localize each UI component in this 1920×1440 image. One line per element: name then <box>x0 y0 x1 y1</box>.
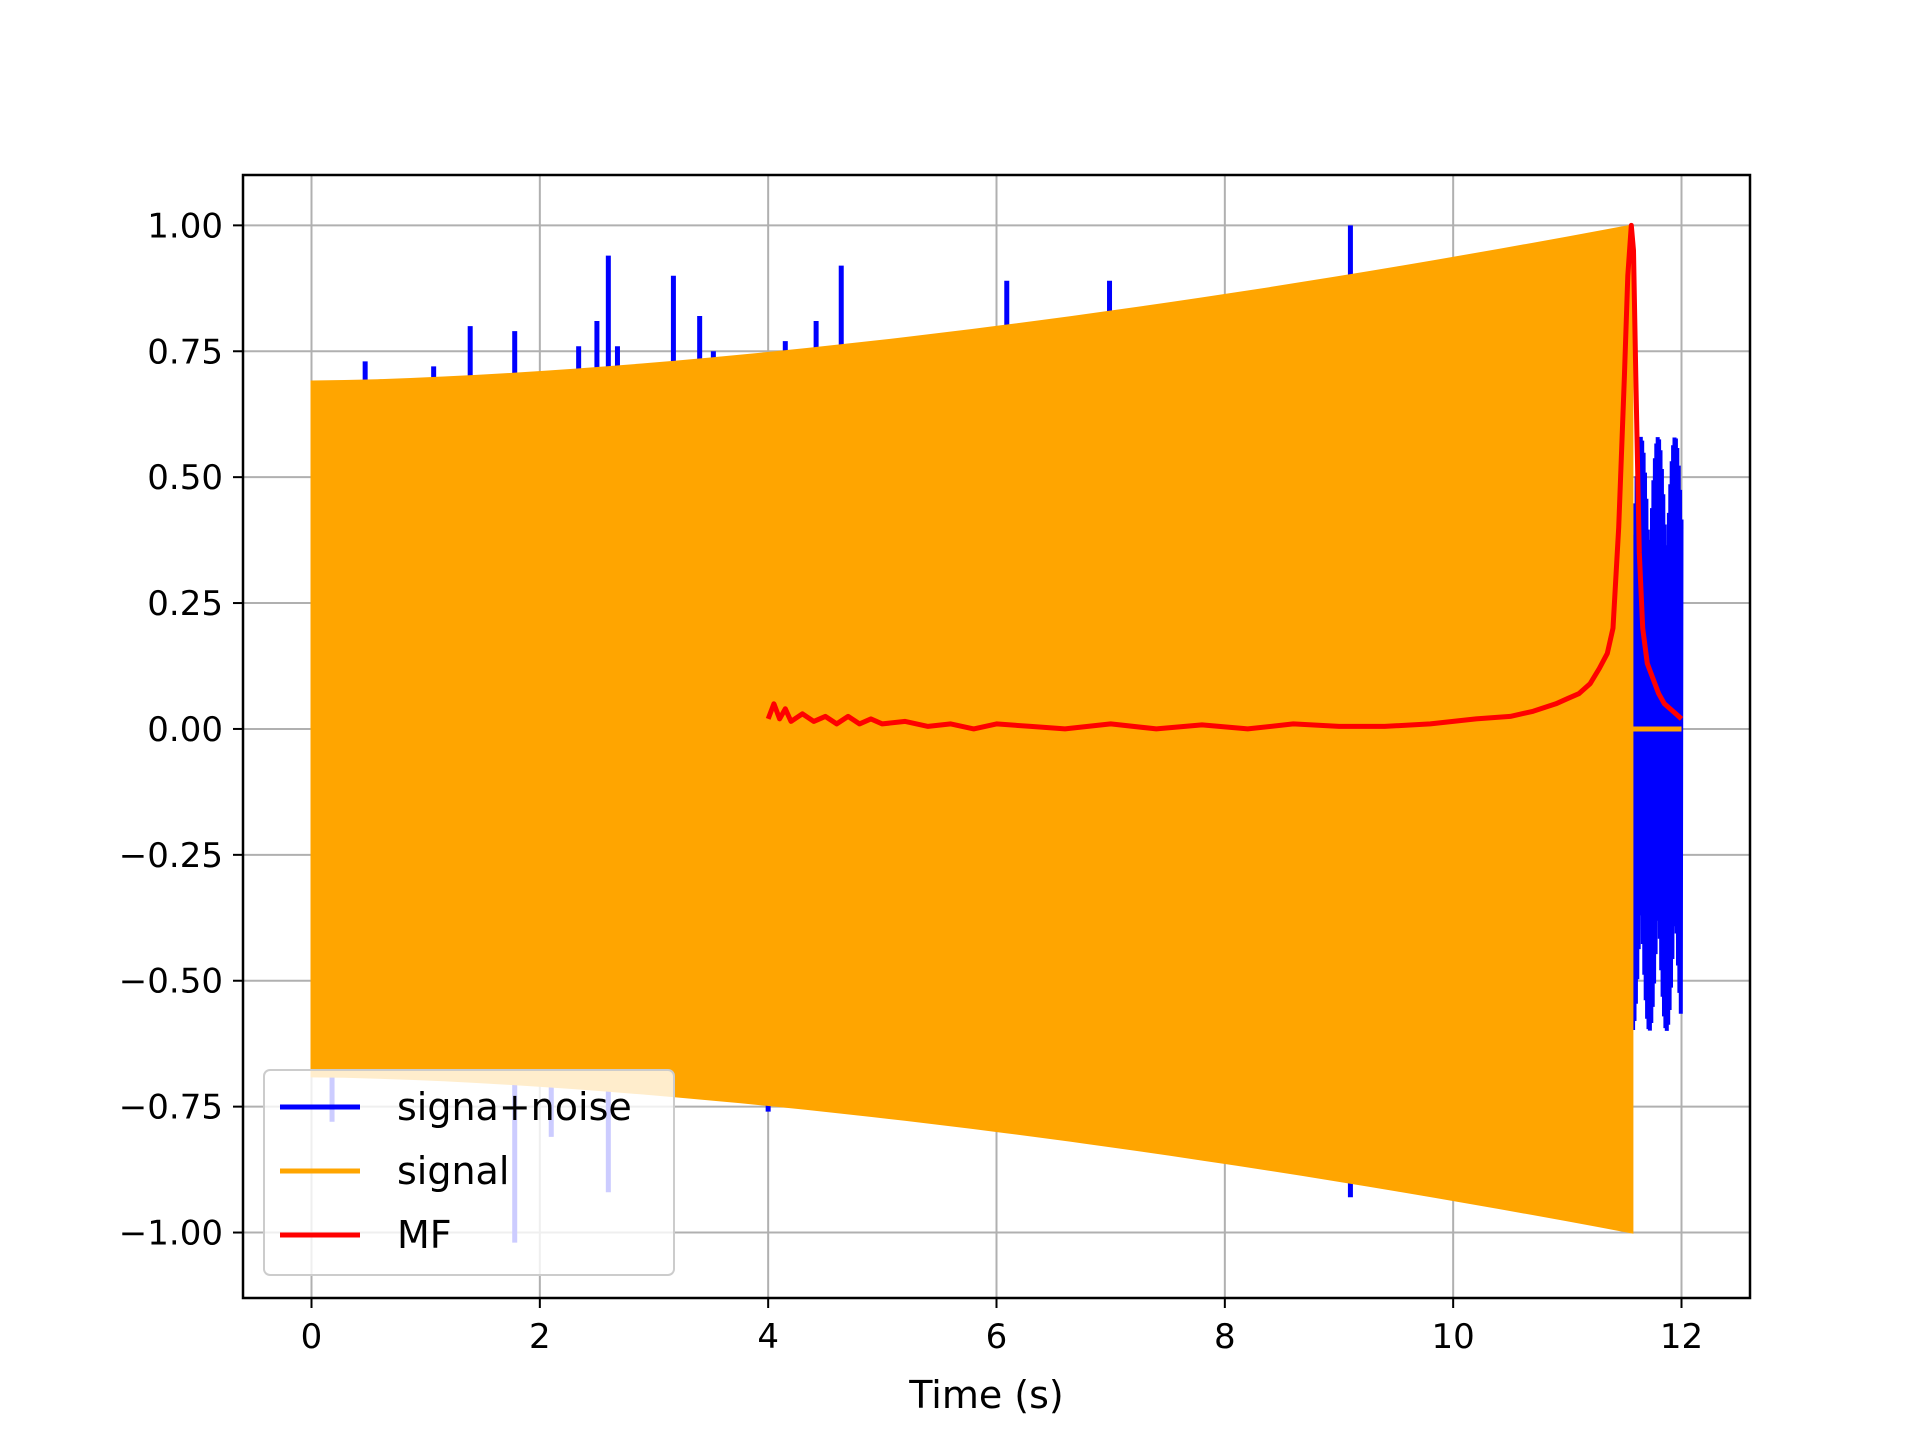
legend-label: signa+noise <box>397 1085 632 1129</box>
x-tick-label: 4 <box>757 1317 779 1357</box>
axes: 0 2 4 6 8 10 12 1.00 0.75 0.50 0.25 0.00 −0.25 −0.50 −… <box>119 173 1752 1417</box>
legend-label: signal <box>397 1149 509 1193</box>
x-axis-label: Time (s) <box>908 1373 1064 1417</box>
legend-box <box>263 1069 675 1276</box>
y-tick-label: −0.25 <box>119 836 223 876</box>
x-tick-label: 10 <box>1432 1317 1475 1357</box>
y-tick-label: −0.75 <box>119 1088 223 1128</box>
y-tick-label: 1.00 <box>147 206 223 246</box>
x-tick-label: 2 <box>529 1317 551 1357</box>
y-tick-label: 0.50 <box>147 458 223 498</box>
y-tick-label: 0.00 <box>147 710 223 750</box>
legend: signa+noise signal MF <box>263 1069 675 1276</box>
x-tick-label: 8 <box>1214 1317 1236 1357</box>
x-tick-label: 12 <box>1660 1317 1703 1357</box>
mf-line <box>765 222 1684 732</box>
y-tick-label: 0.75 <box>147 332 223 372</box>
y-tick-label: −1.00 <box>119 1214 223 1254</box>
legend-label: MF <box>397 1213 452 1257</box>
x-tick-label: 0 <box>301 1317 323 1357</box>
y-tick-label: −0.50 <box>119 962 223 1002</box>
x-tick-label: 6 <box>986 1317 1008 1357</box>
y-tick-label: 0.25 <box>147 584 223 624</box>
